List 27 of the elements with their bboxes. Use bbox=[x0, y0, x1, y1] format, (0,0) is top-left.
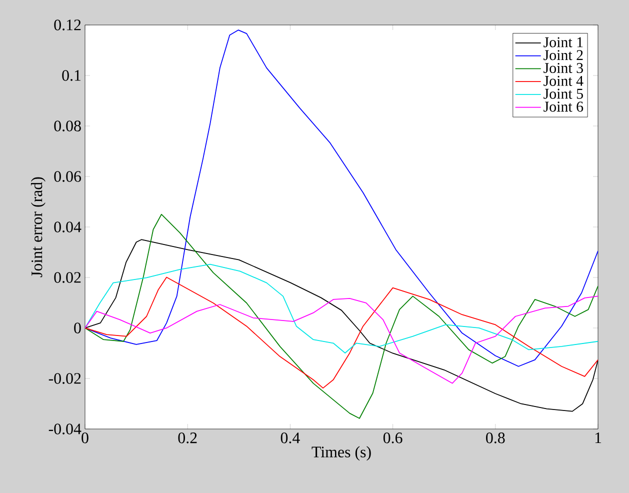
y-tick-label: -0.04 bbox=[48, 424, 82, 434]
x-tick-label: 0 bbox=[82, 432, 88, 444]
legend-label: Joint 1 bbox=[544, 37, 583, 48]
x-tick-label: 0.4 bbox=[280, 432, 300, 444]
y-tick-label: -0.02 bbox=[48, 373, 81, 384]
y-tick-label: 0.02 bbox=[54, 272, 81, 283]
legend-label: Joint 2 bbox=[544, 50, 583, 60]
legend-label: Joint 5 bbox=[544, 88, 583, 99]
x-tick-label: 0.8 bbox=[486, 432, 505, 444]
line-series bbox=[85, 276, 598, 389]
line-series bbox=[85, 264, 598, 354]
y-tick-label: 0.1 bbox=[62, 70, 81, 81]
legend-label: Joint 4 bbox=[544, 76, 584, 86]
y-tick-label: 0.04 bbox=[54, 222, 82, 232]
legend-label: Joint 6 bbox=[544, 102, 584, 112]
line-series bbox=[85, 214, 598, 419]
x-tick-label: 1 bbox=[595, 432, 602, 444]
y-tick-label: 0 bbox=[74, 322, 81, 334]
y-axis-title: Joint error (rad) bbox=[30, 177, 46, 278]
legend-label: Joint 3 bbox=[544, 63, 583, 74]
y-tick-label: 0.12 bbox=[54, 20, 81, 30]
y-tick-label: 0.06 bbox=[54, 171, 82, 182]
y-tick-label: 0.08 bbox=[54, 120, 81, 132]
x-tick-label: 0.2 bbox=[178, 432, 197, 444]
x-axis-title: Times (s) bbox=[312, 446, 371, 461]
x-tick-label: 0.6 bbox=[383, 432, 402, 444]
line-series bbox=[85, 296, 598, 384]
